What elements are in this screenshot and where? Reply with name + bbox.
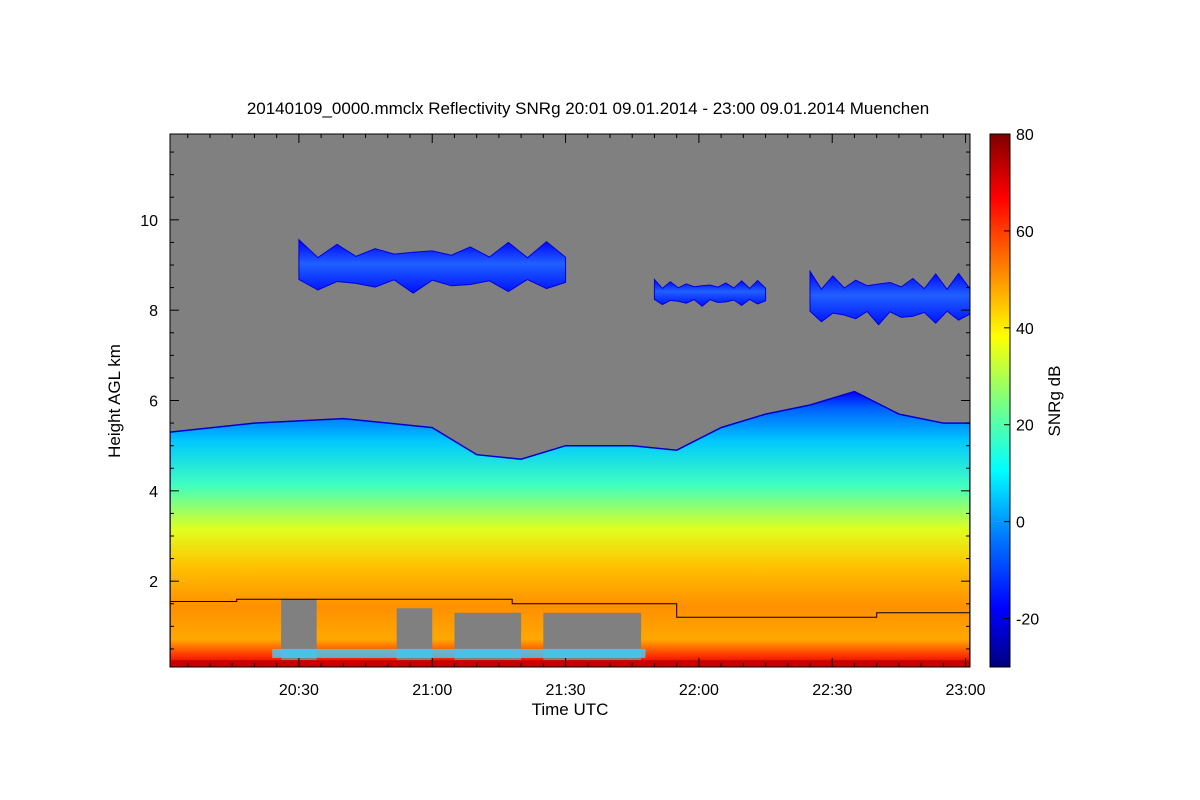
upper-cloud-patch — [653, 278, 767, 307]
x-tick-label: 21:30 — [546, 682, 586, 699]
upper-cloud-layer — [298, 238, 970, 326]
plot-area — [170, 134, 970, 667]
colorbar-tick-label: -20 — [1016, 612, 1039, 629]
y-tick-label: 4 — [149, 484, 158, 501]
x-tick-label: 21:00 — [412, 682, 452, 699]
x-tick-label: 22:30 — [812, 682, 852, 699]
colorbar — [989, 133, 1011, 668]
y-tick-label: 6 — [149, 394, 158, 411]
chart-title: 20140109_0000.mmclx Reflectivity SNRg 20… — [247, 99, 929, 118]
colorbar-tick-label: 40 — [1016, 321, 1034, 338]
upper-cloud-patch — [809, 269, 970, 326]
surface-echo-band — [170, 660, 970, 667]
clutter-band — [272, 648, 646, 658]
colorbar-tick-label: 60 — [1016, 224, 1034, 241]
x-tick-label: 22:00 — [679, 682, 719, 699]
melting-layer-line — [170, 598, 970, 618]
colorbar-tick-label: 80 — [1016, 127, 1034, 144]
y-tick-label: 2 — [149, 574, 158, 591]
precipitating-cloud-region — [170, 390, 970, 667]
y-tick-label: 8 — [149, 303, 158, 320]
x-axis-label: Time UTC — [532, 700, 609, 719]
x-tick-label: 23:00 — [946, 682, 986, 699]
colorbar-tick-label: 20 — [1016, 418, 1034, 435]
y-axis: 2 4 6 8 10 — [140, 151, 970, 650]
x-axis: 20:30 21:00 21:30 22:00 22:30 23:00 — [187, 134, 986, 699]
x-tick-label: 20:30 — [279, 682, 319, 699]
colorbar-tick-label: 0 — [1016, 515, 1025, 532]
upper-cloud-patch — [298, 238, 567, 294]
colorbar-label: SNRg dB — [1045, 366, 1064, 437]
y-tick-label: 10 — [140, 213, 158, 230]
colorbar-axis: -20 0 20 40 60 80 — [1004, 127, 1039, 629]
low-level-gaps — [272, 599, 646, 661]
y-axis-label: Height AGL km — [105, 344, 124, 458]
